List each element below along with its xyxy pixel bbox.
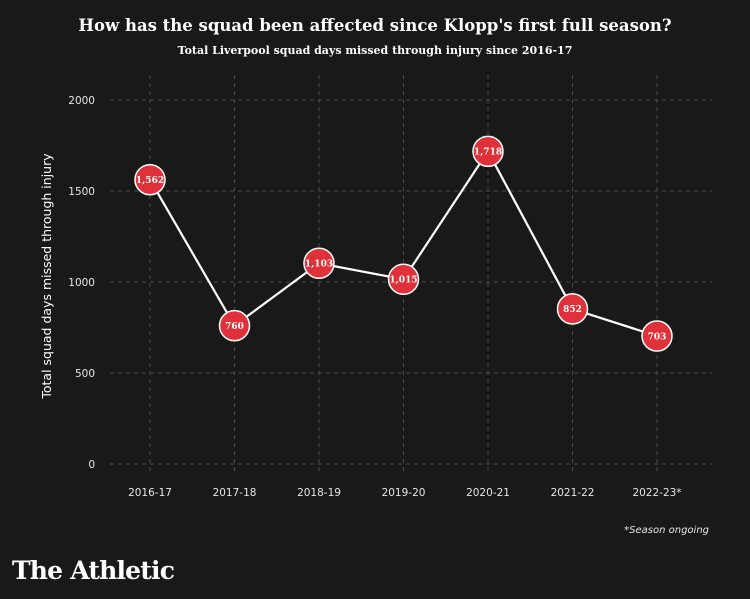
y-tick-label: 1000 <box>68 277 95 289</box>
x-tick-label: 2017-18 <box>213 487 257 499</box>
footnote: *Season ongoing <box>624 525 709 536</box>
data-point <box>134 163 166 196</box>
data-label: 852 <box>563 305 582 315</box>
data-label: 1,718 <box>474 148 502 158</box>
y-tick-label: 0 <box>88 459 95 471</box>
x-tick-label: 2020-21 <box>466 487 510 499</box>
x-tick-labels: 2016-17 2017-18 2018-19 2019-20 2020-21 2021-… <box>128 487 682 499</box>
data-label: 1,562 <box>136 176 164 186</box>
x-tick-label: 2022-23* <box>632 487 681 499</box>
data-point <box>387 263 420 296</box>
data-points: 1,562 760 1,103 1,015 1,718 852 703 <box>134 135 673 352</box>
data-point <box>303 247 335 280</box>
data-point <box>218 309 251 342</box>
y-tick-label: 1500 <box>68 186 95 198</box>
chart-subtitle: Total Liverpool squad days missed throug… <box>177 44 573 57</box>
data-point <box>472 135 504 168</box>
chart-title: How has the squad been affected since Kl… <box>78 16 672 35</box>
data-label: 760 <box>225 322 244 332</box>
x-tick-label: 2018-19 <box>297 487 341 499</box>
y-axis-label: Total squad days missed through injury <box>39 153 54 400</box>
data-point <box>556 293 589 325</box>
x-tick-label: 2016-17 <box>128 487 172 499</box>
y-tick-label: 2000 <box>68 95 95 107</box>
x-tick-label: 2021-22 <box>551 487 595 499</box>
data-label: 1,103 <box>305 259 333 269</box>
the-athletic-logo: The Athletic <box>12 556 175 585</box>
data-label: 1,015 <box>389 275 417 285</box>
data-label: 703 <box>648 332 667 342</box>
x-tick-label: 2019-20 <box>382 487 426 499</box>
y-tick-label: 500 <box>75 368 95 380</box>
data-point <box>641 320 673 352</box>
y-tick-labels: 0 500 1000 1500 2000 <box>68 95 95 471</box>
